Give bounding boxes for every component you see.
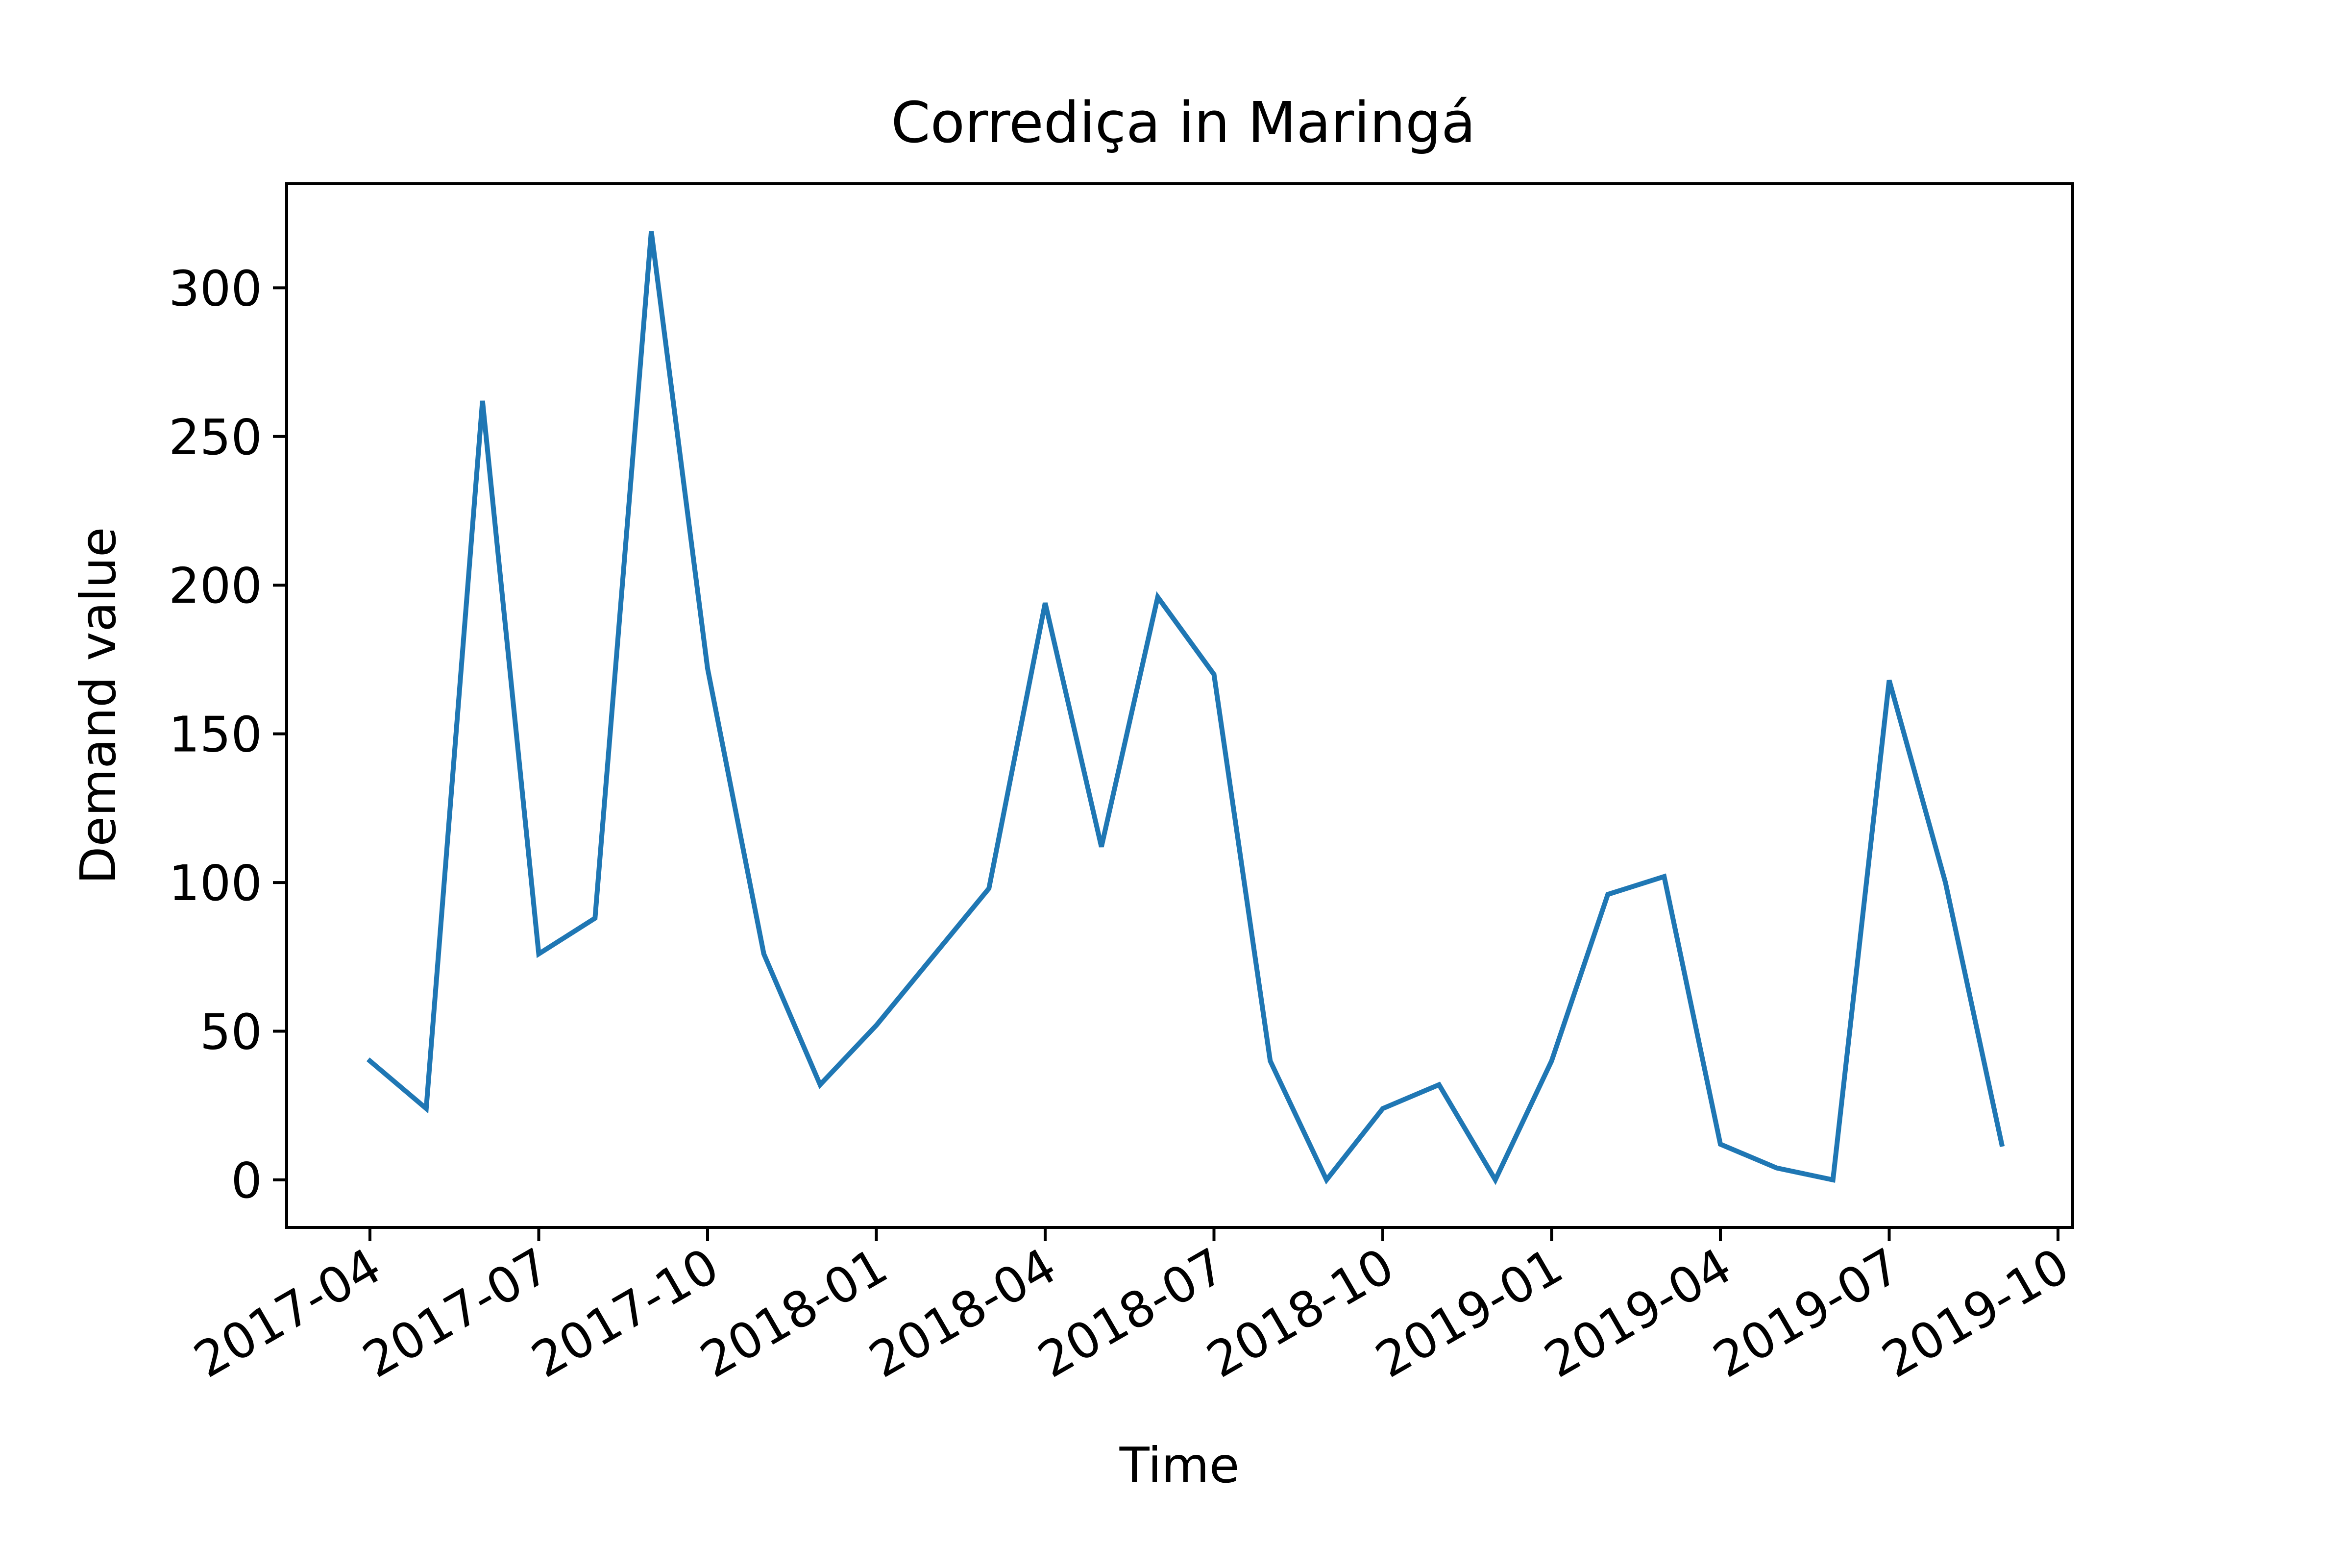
y-tick-label: 100 (169, 855, 262, 912)
chart-title: Corrediça in Maringá (891, 90, 1475, 156)
x-axis-label: Time (1119, 1437, 1240, 1494)
y-axis-label: Demand value (70, 527, 127, 884)
y-tick-label: 250 (169, 409, 262, 466)
y-tick-label: 300 (169, 260, 262, 317)
y-tick-label: 50 (200, 1003, 262, 1060)
series-line (366, 231, 2005, 1185)
y-tick-label: 0 (231, 1152, 262, 1209)
y-tick-label: 200 (169, 557, 262, 614)
plot-frame (285, 182, 2074, 1229)
y-tick-label: 150 (169, 706, 262, 763)
